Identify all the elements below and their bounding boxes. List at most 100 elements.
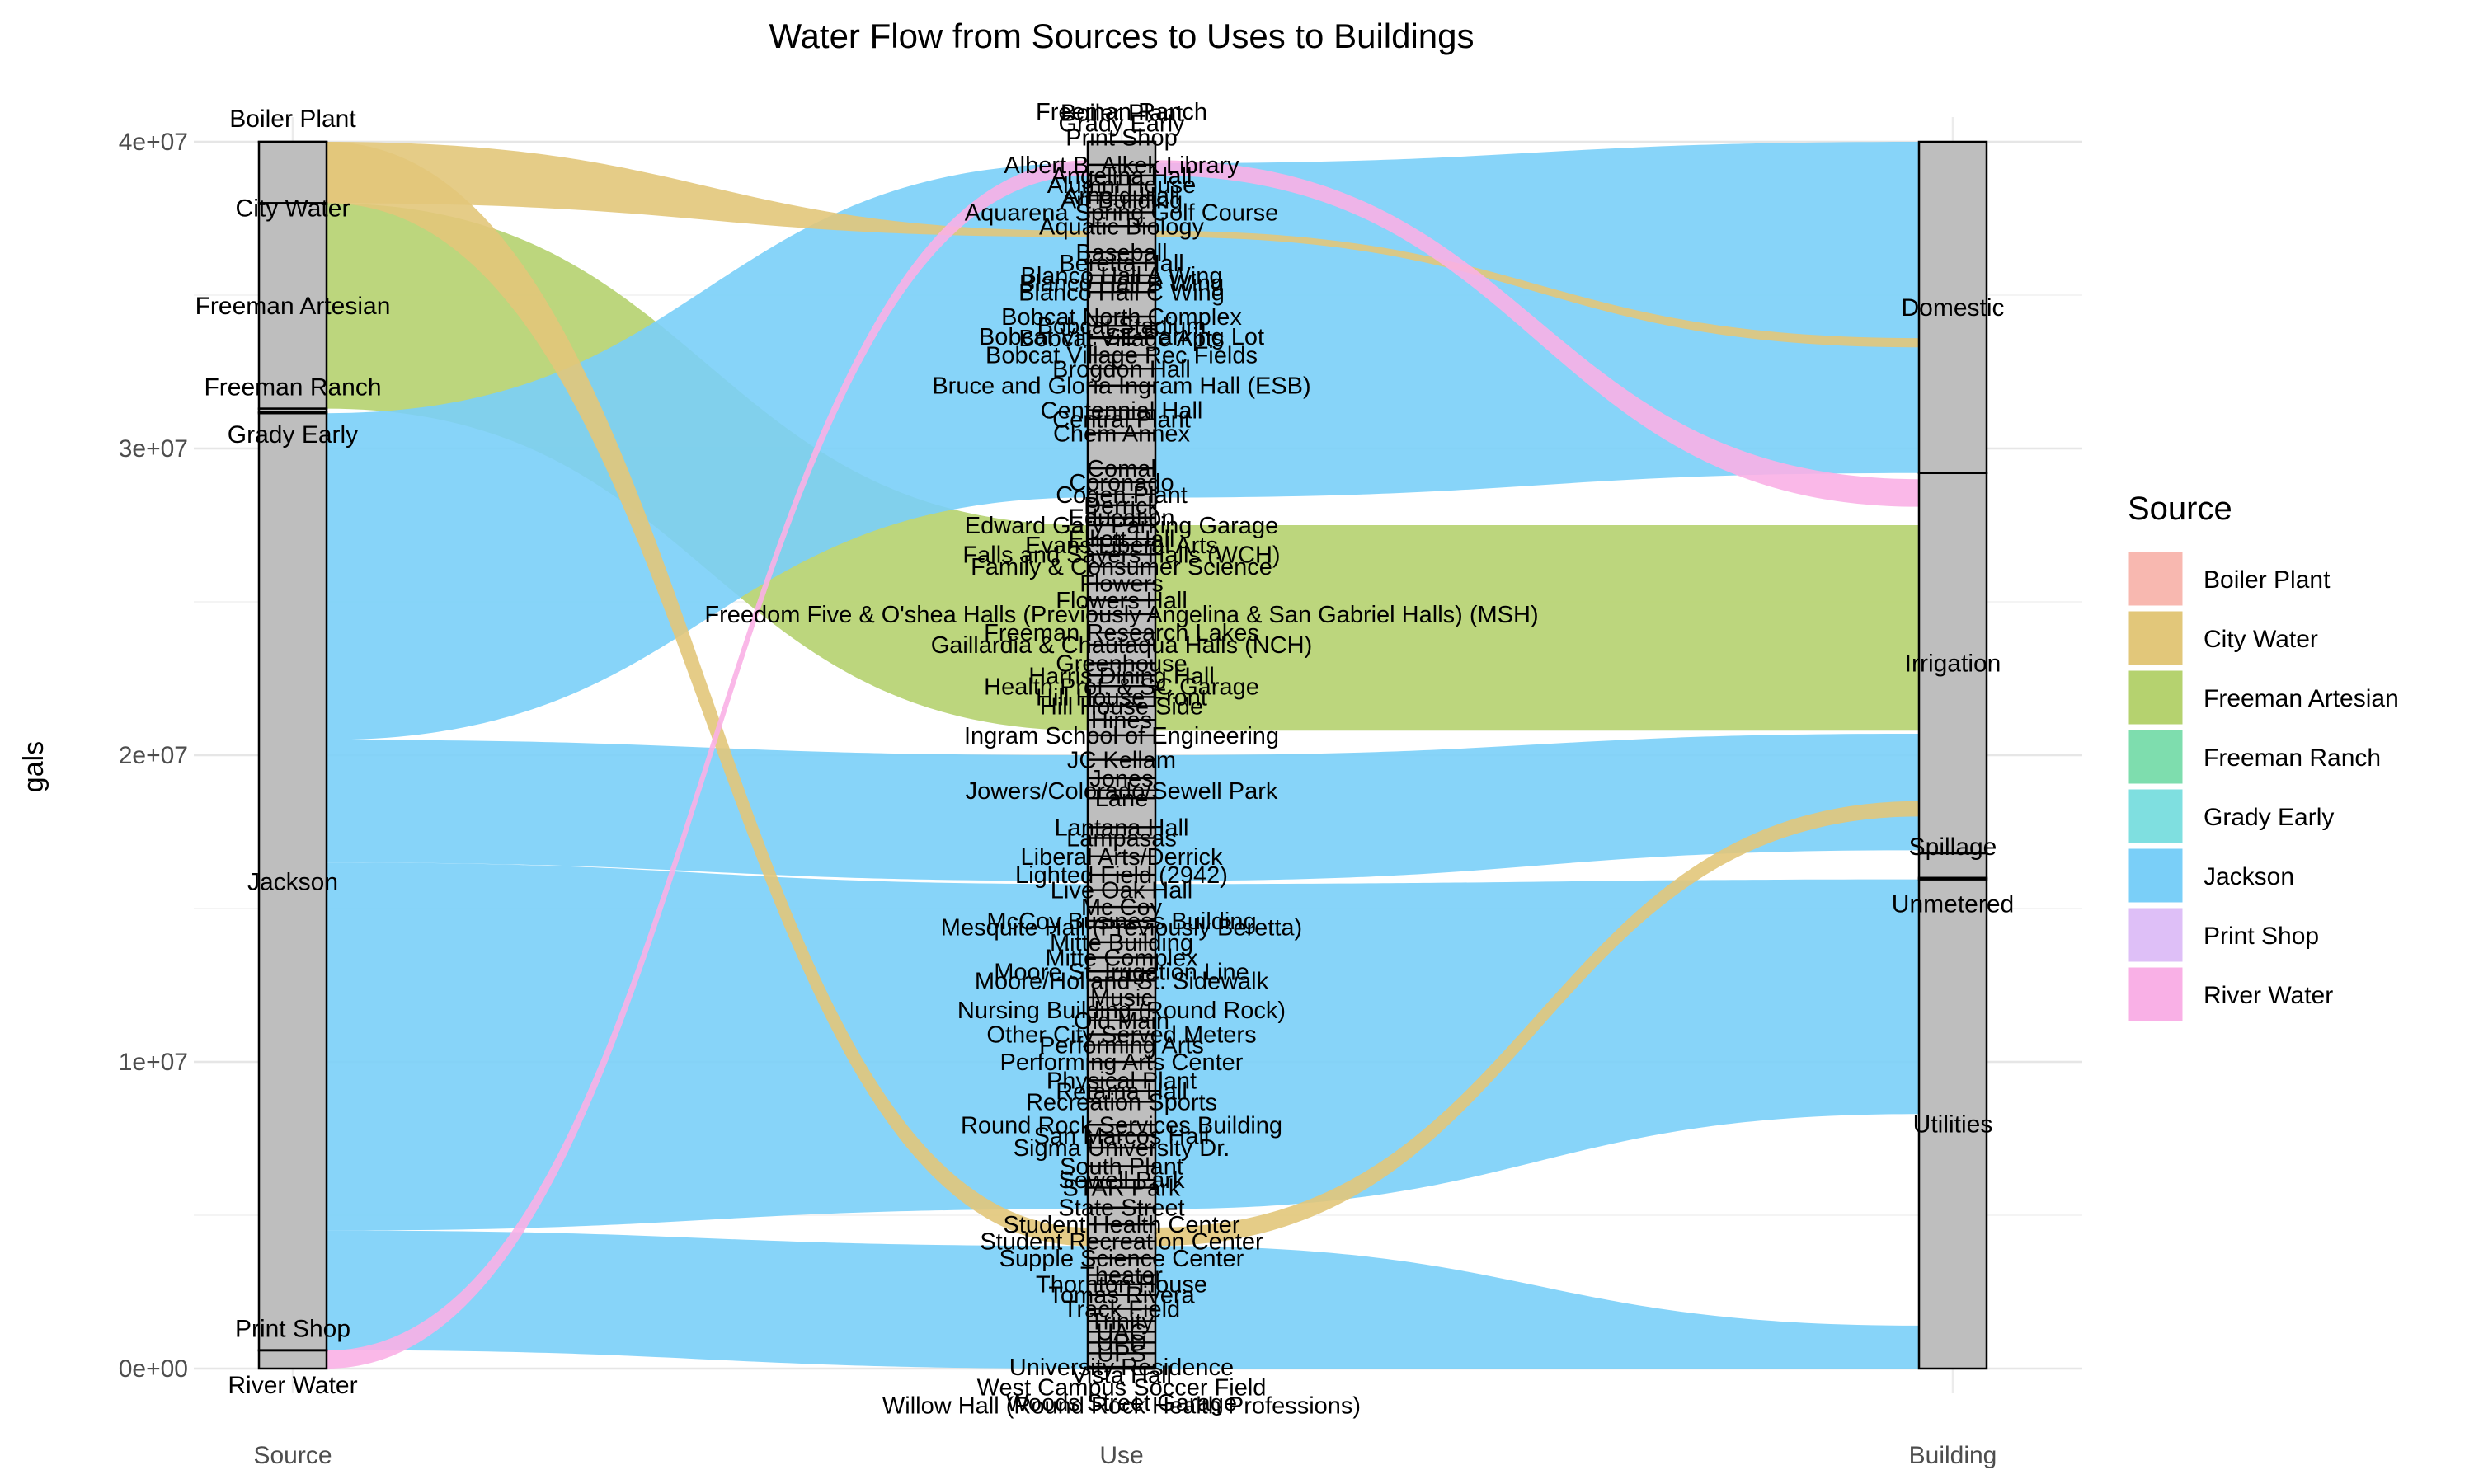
legend-swatch: [2126, 905, 2185, 965]
legend-swatch: [2126, 608, 2185, 668]
use-label: UAC: [1096, 1319, 1146, 1345]
use-label: Music: [1090, 985, 1153, 1012]
legend-entry-label: Freeman Ranch: [2204, 744, 2381, 772]
legend-entry-label: Print Shop: [2204, 923, 2319, 950]
use-label: Blanco Hall C Wing: [1018, 279, 1225, 306]
source-stratum: [257, 202, 328, 410]
use-label: Angelina Hall: [1051, 163, 1192, 190]
flow-source-use-2: [327, 740, 1088, 881]
building-stratum: [1917, 878, 1988, 1370]
y-tick-label: 2e+07: [119, 742, 188, 769]
use-label: Lantana Hall: [1055, 815, 1189, 841]
label-layer: Boiler Plant City Water Freeman Artesian Fr…: [195, 99, 2015, 1420]
use-label: Harris Dining Hall: [1028, 663, 1215, 689]
x-tick-label-building: Building: [1909, 1442, 1997, 1469]
use-label: Falls and Sayers Halls (WCH): [962, 542, 1280, 568]
use-label: Elliott Hall: [1069, 527, 1175, 553]
use-label: Mesquite Hall (Previously Beretta): [941, 914, 1302, 941]
legend-entry-label: Boiler Plant: [2204, 566, 2331, 594]
use-label: Liberal Arts/Derrick: [1021, 844, 1223, 871]
flow-use-building-0: [1155, 525, 1919, 731]
flow-use-building-7: [1155, 160, 1919, 507]
use-label: Chem Annex: [1053, 420, 1191, 447]
use-label: Aquarena Spring Golf Course: [965, 200, 1278, 227]
use-label: Thornton House: [1036, 1272, 1207, 1298]
y-axis-title: gals: [18, 741, 49, 792]
y-tick-label: 3e+07: [119, 435, 188, 463]
y-tick-label: 1e+07: [119, 1049, 188, 1076]
use-label: Arnold Hall: [1063, 183, 1180, 209]
source-label: River Water: [228, 1372, 357, 1399]
use-label: Jones: [1089, 766, 1153, 792]
flow-use-building-6: [1155, 230, 1919, 348]
use-label: Central Plant: [1052, 407, 1191, 434]
use-label: State Street: [1058, 1195, 1184, 1222]
use-label: Round Rock Services Building: [961, 1112, 1282, 1139]
use-label: Supple Science Center: [999, 1246, 1244, 1272]
source-label: Jackson: [247, 868, 338, 895]
flow-use-building-2: [1155, 733, 1919, 881]
use-label: Family & Consumer Science: [971, 554, 1272, 580]
source-label: Print Shop: [235, 1316, 350, 1343]
legend-entry-label: Grady Early: [2204, 804, 2334, 831]
use-label: Health Prof. & SC Garage: [984, 674, 1259, 700]
use-label: JC Kellam: [1067, 748, 1176, 774]
use-label: Moore/Holland St. Sidewalk: [975, 968, 1269, 994]
x-tick-label-source: Source: [253, 1442, 332, 1469]
use-label: Moore St. Irrigation Line: [994, 959, 1249, 985]
source-label: City Water: [236, 195, 350, 222]
use-label: Tomas Rivera: [1048, 1283, 1195, 1309]
flow-use-building-5: [1155, 801, 1919, 1247]
use-label: Other City Served Meters: [986, 1022, 1256, 1049]
use-label: Flowers Hall: [1056, 588, 1188, 614]
use-label: Blanco Hall A Wing: [1020, 263, 1222, 289]
use-label: Lane: [1095, 786, 1149, 812]
use-label: Comal: [1087, 456, 1156, 482]
use-label: UPD: [1096, 1330, 1146, 1356]
legend-entry-label: Jackson: [2204, 863, 2294, 890]
use-label: Baseball: [1075, 240, 1167, 266]
building-label: Unmetered: [1892, 891, 2014, 918]
source-label: Grady Early: [228, 421, 358, 448]
flow-source-use-6: [327, 142, 1088, 237]
use-label: Freeman Research Lakes: [984, 620, 1259, 646]
y-tick-label: 4e+07: [119, 129, 188, 156]
flow-use-building-4: [1155, 1246, 1919, 1369]
use-label: University Residence: [1009, 1355, 1234, 1381]
flow-source-use-3: [327, 862, 1088, 1231]
y-tick-label: 0e+00: [119, 1355, 188, 1383]
use-label: Old Main: [1074, 1008, 1169, 1035]
flow-source-use-1: [327, 163, 1088, 740]
legend: Source Boiler Plant City Water Freeman Art…: [2126, 491, 2399, 1024]
building-label: Irrigation: [1905, 650, 2001, 677]
use-label: Education: [1069, 505, 1175, 532]
use-label: Albert B. Alkek Library: [1004, 153, 1239, 179]
source-label: Boiler Plant: [229, 106, 356, 133]
use-label: Flowers: [1079, 571, 1164, 598]
use-label: Lighted Field (2942): [1015, 862, 1228, 889]
legend-swatch: [2126, 787, 2185, 846]
use-label: Coronado: [1069, 470, 1174, 496]
use-label: Hill House Front: [1036, 684, 1207, 711]
use-label: Jowers/Colorado/Sewell Park: [966, 778, 1278, 805]
flow-source-use-7: [327, 160, 1088, 1369]
use-label: Lampasas: [1066, 825, 1177, 852]
use-label: Print Shop: [1065, 124, 1177, 151]
use-label: Bruce and Gloria Ingram Hall (ESB): [932, 373, 1310, 400]
use-label: Bobcat Village Rec Fields: [985, 343, 1258, 369]
use-label: Vista Hall: [1071, 1362, 1172, 1388]
use-label: Derrick: [1084, 493, 1159, 519]
use-label: Freeman Ranch: [1036, 99, 1207, 125]
use-label: Woods Street Garage: [1006, 1390, 1237, 1416]
flow-use-building-3: [1155, 879, 1919, 1209]
use-label: Centennial Hall: [1041, 398, 1203, 425]
use-label: Student Recreation Center: [980, 1229, 1263, 1256]
legend-swatch: [2126, 549, 2185, 608]
use-label: Bobcat Village Apts: [1018, 326, 1224, 352]
use-label: Sewell Park: [1058, 1167, 1185, 1194]
source-label: Freeman Artesian: [195, 293, 391, 320]
legend-swatch: [2126, 727, 2185, 787]
use-label: Hill House Side: [1040, 693, 1203, 720]
building-label: Spillage: [1909, 834, 1997, 861]
